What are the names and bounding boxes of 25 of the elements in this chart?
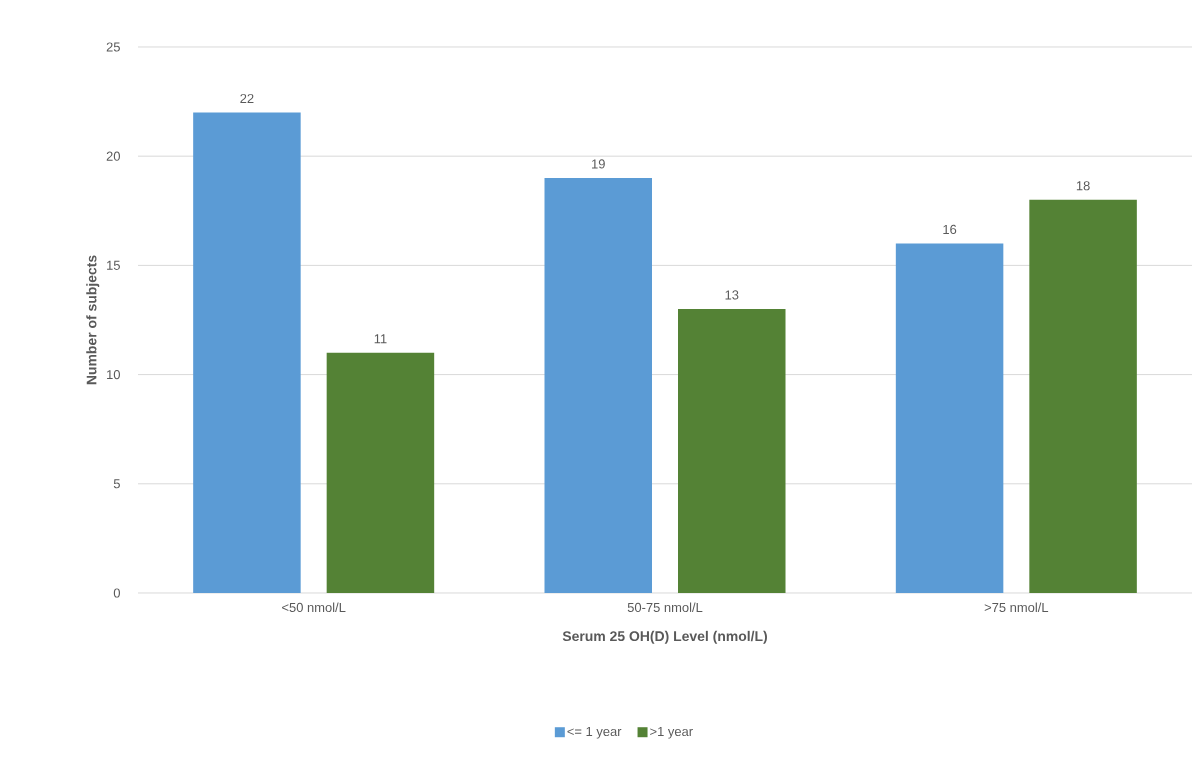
y-tick-label: 5	[113, 479, 120, 489]
bar	[678, 309, 786, 593]
bar	[895, 243, 1004, 593]
y-tick-label: 20	[106, 151, 120, 161]
legend-label: >1 year	[650, 727, 693, 739]
data-label: 11	[374, 334, 387, 344]
x-tick-label: 50-75 nmol/L	[627, 602, 703, 613]
data-label: 16	[943, 224, 957, 235]
bar	[1029, 199, 1137, 593]
data-label: 19	[592, 159, 605, 169]
y-tick-label: 10	[107, 370, 120, 380]
y-tick-label: 25	[106, 42, 120, 52]
bar	[544, 178, 652, 593]
x-tick-label: >75 nmol/L	[984, 602, 1049, 613]
y-tick-label: 15	[107, 260, 120, 270]
y-axis-title: Number of subjects	[86, 255, 100, 385]
data-label: 13	[725, 290, 739, 300]
bar	[326, 352, 435, 593]
x-axis-title: Serum 25 OH(D) Level (nmol/L)	[562, 630, 767, 644]
data-label: 22	[240, 93, 254, 103]
x-tick-label: <50 nmol/L	[282, 602, 346, 613]
y-tick-label: 0	[113, 588, 120, 598]
data-label: 18	[1076, 181, 1090, 191]
bar	[193, 112, 301, 593]
legend-label: <= 1 year	[567, 727, 622, 739]
